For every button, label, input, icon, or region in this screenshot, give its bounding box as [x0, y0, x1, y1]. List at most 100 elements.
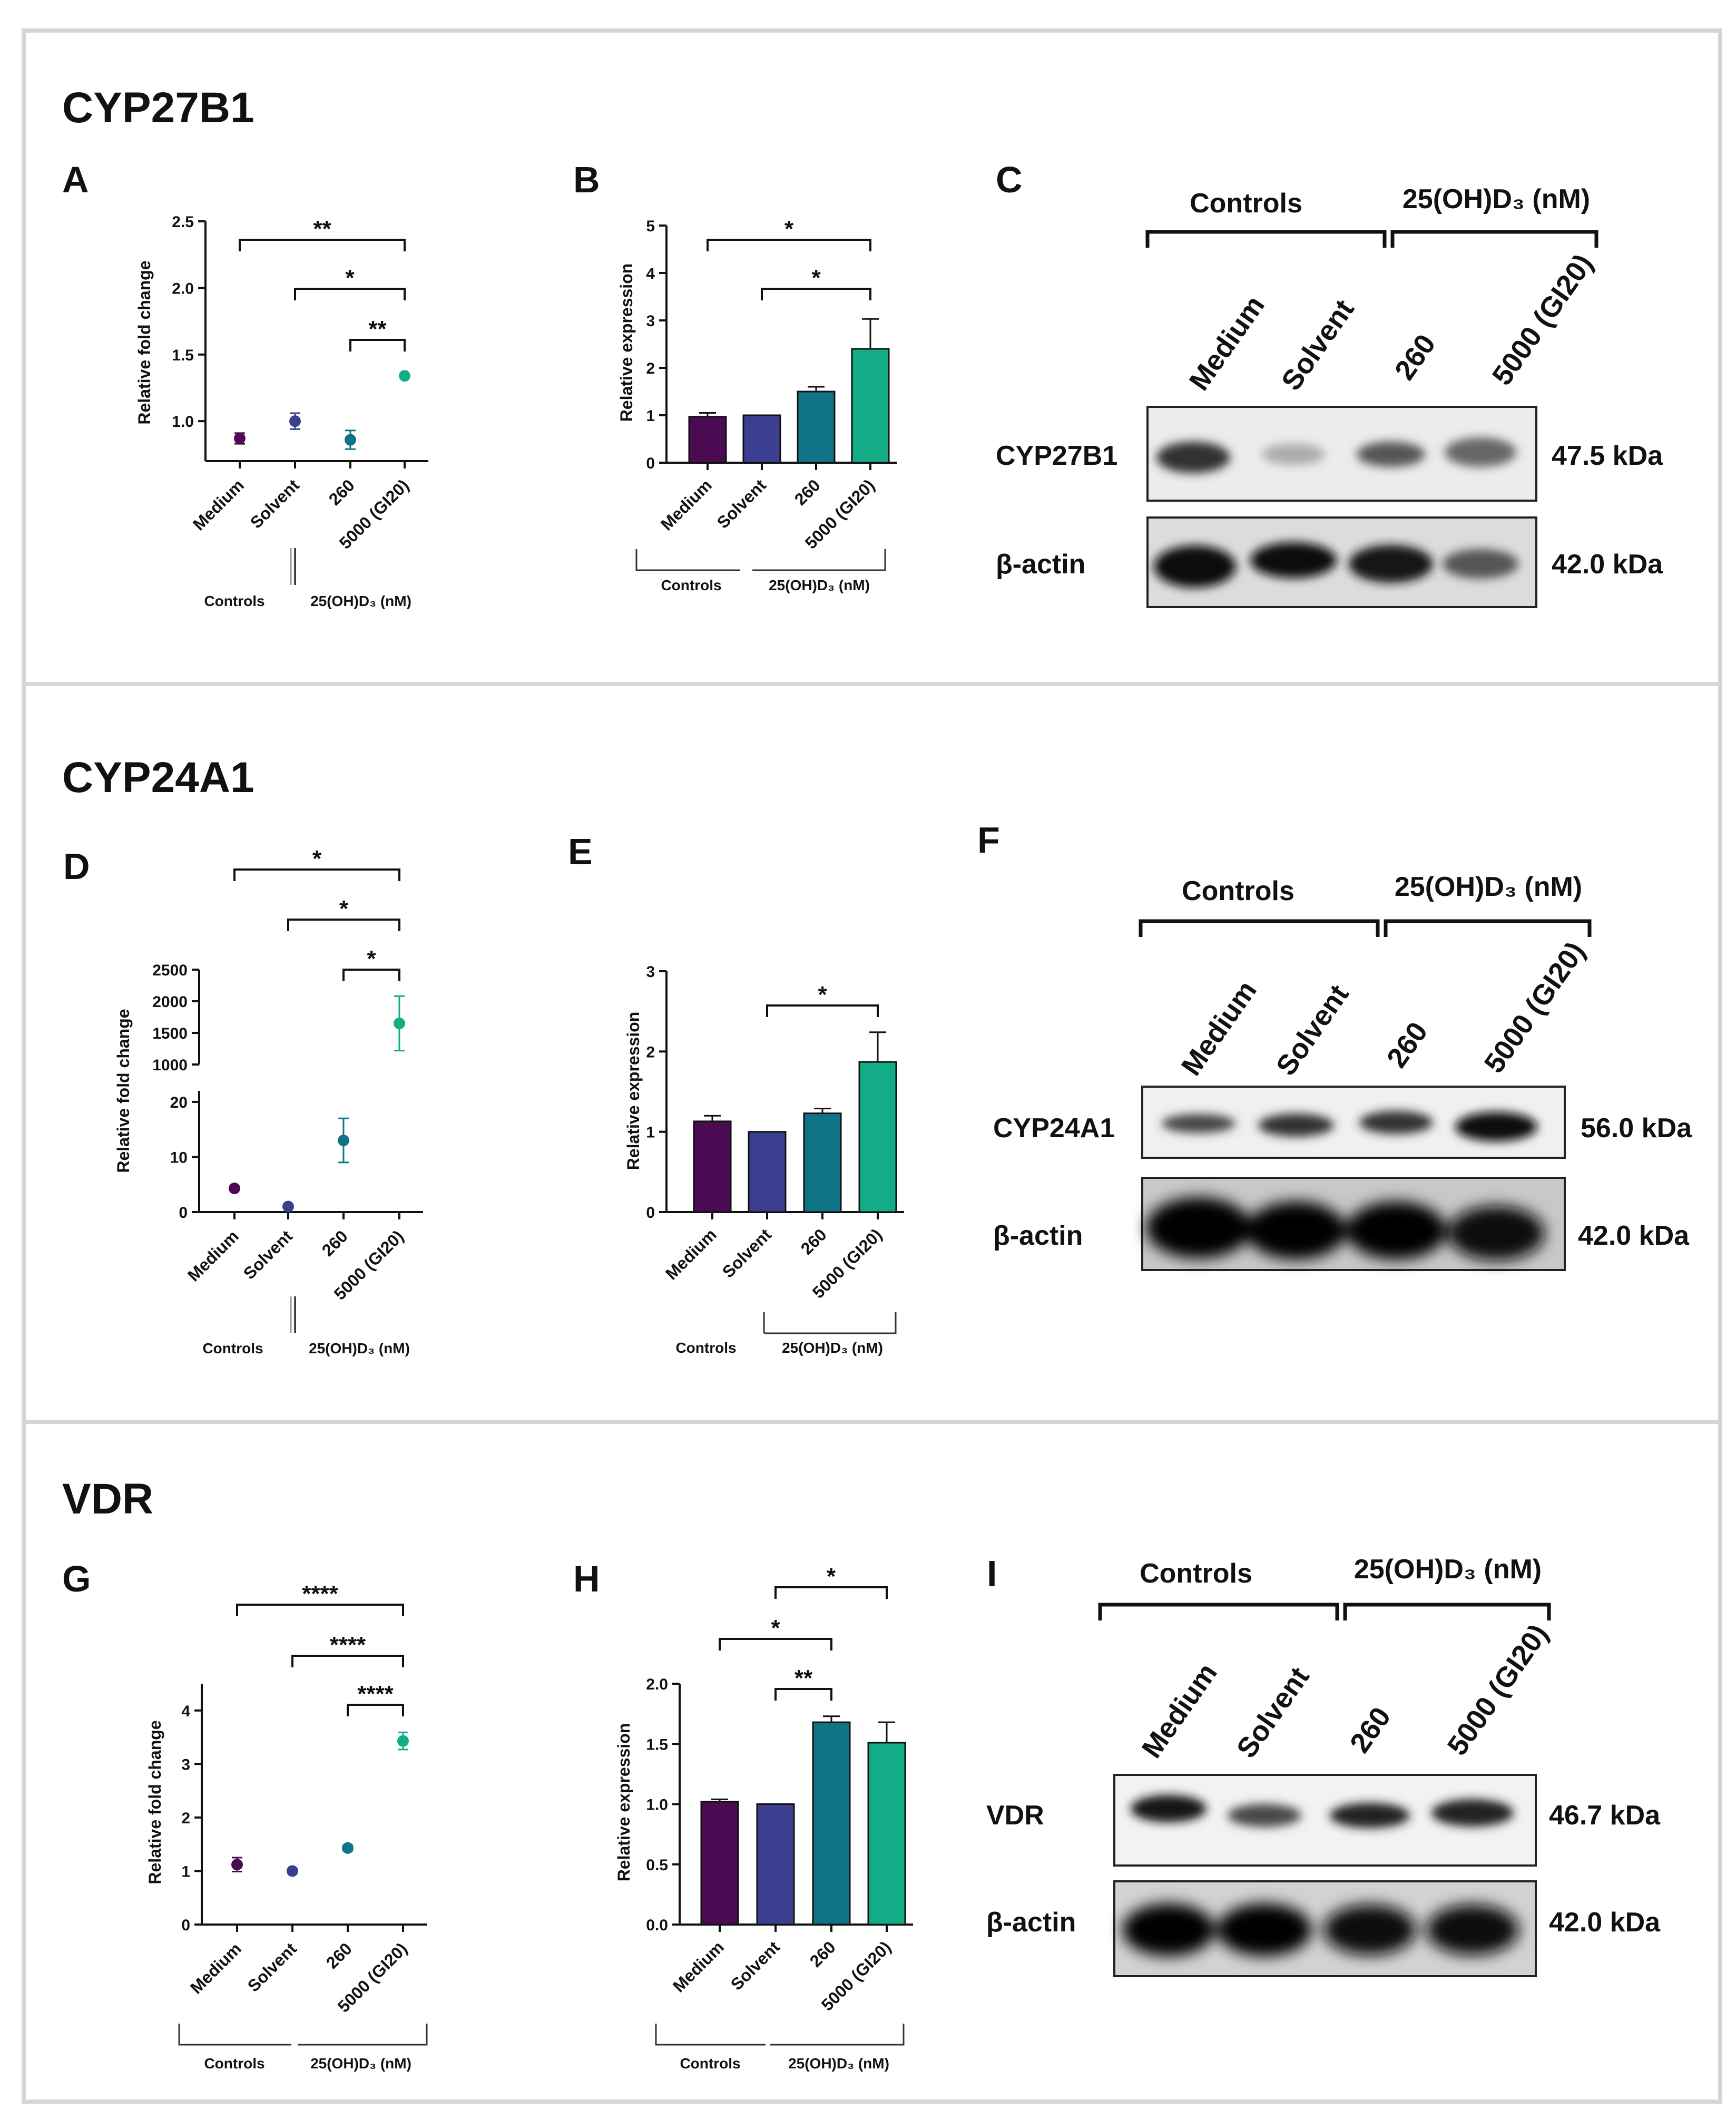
chart-e-bar-1	[748, 1131, 787, 1213]
panel-letter-f: F	[977, 819, 1000, 861]
blot-f-controls-bracket	[1139, 919, 1380, 937]
chart-e-sig-bracket-0	[766, 1004, 879, 1017]
blot-i-control-band-2	[1217, 1903, 1312, 1956]
blot-i-target-bands	[1131, 1795, 1514, 1828]
blot-f-target-kda: 56.0 kDa	[1581, 1113, 1692, 1144]
blot-c-lane-260: 260	[1389, 329, 1442, 386]
panel-letter-b: B	[573, 159, 600, 200]
chart-d-sig-label-2: *	[367, 946, 376, 972]
chart-b-sig-bracket-0	[707, 239, 871, 251]
chart-d-point-0	[229, 1183, 240, 1195]
chart-d-ytick-label-upper-2: 2000	[152, 993, 188, 1011]
blot-i-control-band-4	[1426, 1905, 1519, 1955]
chart-g-ytick-label-4: 4	[181, 1703, 190, 1720]
blot-i-treatment-label: 25(OH)D₃ (nM)	[1354, 1554, 1542, 1585]
blot-f-control-band-3	[1346, 1202, 1446, 1259]
section-frames	[22, 28, 1722, 2104]
chart-a-sig-bracket-1	[294, 288, 406, 300]
chart-d-sig-label-0: *	[312, 846, 322, 872]
blot-c-controls-bracket	[1145, 230, 1387, 248]
blot-i-target-band-3	[1330, 1803, 1410, 1828]
chart-b-category-label-2: 260	[791, 475, 824, 509]
chart-a-sig-label-1: *	[345, 265, 355, 291]
blot-i-lane-260: 260	[1344, 1702, 1397, 1759]
blot-f-lane-5000: 5000 (GI20)	[1478, 936, 1591, 1078]
blot-c-treatment-bracket	[1390, 230, 1598, 248]
chart-h-y-label: Relative expression	[614, 1723, 633, 1882]
chart-e-ytick-label-2: 2	[646, 1043, 655, 1061]
chart-g-sig-bracket-0	[236, 1604, 404, 1616]
chart-h-sig-bracket-0	[774, 1586, 888, 1599]
chart-g-point-1	[287, 1865, 298, 1877]
blot-f-control-band-2	[1246, 1202, 1346, 1259]
chart-e-category-label-1: Solvent	[719, 1225, 775, 1281]
blot-i: Controls 25(OH)D₃ (nM) Medium Solvent 26…	[986, 1554, 1661, 1977]
chart-g-point-0	[231, 1859, 243, 1871]
chart-g-y-label: Relative fold change	[145, 1720, 164, 1884]
chart-e-ytick-label-0: 0	[646, 1204, 655, 1222]
chart-a-point-0	[234, 433, 246, 445]
blot-i-control-band-3	[1323, 1905, 1416, 1955]
blot-c-target-name: CYP27B1	[996, 441, 1117, 471]
chart-b-category-label-1: Solvent	[713, 475, 770, 532]
chart-d-sig-label-1: *	[339, 896, 349, 922]
chart-a-sig-label-2: **	[368, 316, 387, 342]
blot-i-lane-5000: 5000 (GI20)	[1441, 1618, 1554, 1761]
chart-d-category-label-2: 260	[318, 1226, 351, 1259]
chart-b-ytick-label-0: 0	[646, 455, 655, 472]
blot-c-control-band-3	[1349, 545, 1433, 583]
chart-b-controls-bracket	[635, 549, 740, 571]
blot-c: Controls 25(OH)D₃ (nM) Medium Solvent 26…	[996, 184, 1663, 608]
blot-f-target-band-1	[1162, 1114, 1235, 1133]
blot-c-target-bands	[1156, 437, 1516, 473]
blot-c-target-band-1	[1156, 442, 1230, 473]
chart-d-point-3	[394, 1018, 405, 1029]
chart-g-sig-bracket-2	[347, 1704, 404, 1716]
chart-g-point-3	[397, 1735, 409, 1747]
chart-a-category-label-2: 260	[325, 475, 358, 509]
chart-b-sig-bracket-1	[761, 288, 871, 300]
chart-h-bar-2	[812, 1721, 851, 1926]
chart-d-sig-bracket-1	[287, 919, 400, 931]
chart-b-ytick-label-3: 3	[646, 313, 655, 330]
panel-letter-h: H	[573, 1558, 600, 1599]
chart-b-sig-label-0: *	[784, 216, 794, 242]
chart-g-controls-label: Controls	[204, 2055, 264, 2072]
blot-c-treatment-label: 25(OH)D₃ (nM)	[1402, 184, 1590, 214]
chart-a-ytick-label-2: 2.0	[172, 280, 194, 297]
chart-a-point-3	[399, 370, 410, 382]
chart-h-bar-0	[700, 1801, 739, 1926]
chart-e-ytick-label-3: 3	[646, 963, 655, 981]
section-frame-3	[22, 1420, 1722, 2104]
chart-e-controls-label: Controls	[675, 1340, 736, 1356]
chart-e-category-label-0: Medium	[662, 1225, 720, 1283]
blot-c-control-bands	[1154, 542, 1518, 588]
blot-f-target-band-3	[1359, 1111, 1433, 1134]
chart-b-bar-2	[797, 390, 836, 464]
chart-d-ytick-label-lower-1: 10	[170, 1149, 188, 1166]
chart-h-controls-label: Controls	[680, 2055, 740, 2072]
chart-g-sig-bracket-1	[291, 1655, 404, 1667]
chart-e-sig-label-0: *	[818, 982, 827, 1008]
chart-h-ytick-label-0: 0.0	[646, 1917, 668, 1934]
chart-b-controls-label: Controls	[661, 577, 721, 593]
chart-b-bar-1	[742, 414, 781, 464]
blot-f-controls-label: Controls	[1182, 876, 1294, 906]
chart-a-sig-label-0: **	[313, 216, 331, 242]
blot-i-lane-solvent: Solvent	[1231, 1662, 1316, 1764]
blot-f: Controls 25(OH)D₃ (nM) Medium Solvent 26…	[993, 872, 1692, 1271]
blot-f-treatment-bracket	[1384, 919, 1592, 937]
chart-a-category-label-1: Solvent	[247, 475, 303, 532]
chart-h-controls-bracket	[655, 2024, 766, 2046]
chart-a: 1.0 1.5 2.0 2.5 Relative fold change MediumSo…	[135, 213, 428, 609]
blot-c-control-name: β-actin	[996, 549, 1085, 580]
chart-a-sig-bracket-0	[239, 239, 406, 251]
blot-f-target-band-2	[1258, 1114, 1334, 1137]
chart-d-ytick-label-lower-0: 0	[179, 1204, 188, 1222]
chart-e-bar-2	[803, 1112, 842, 1213]
blot-c-lane-solvent: Solvent	[1276, 294, 1360, 396]
blot-f-lane-solvent: Solvent	[1270, 979, 1355, 1081]
